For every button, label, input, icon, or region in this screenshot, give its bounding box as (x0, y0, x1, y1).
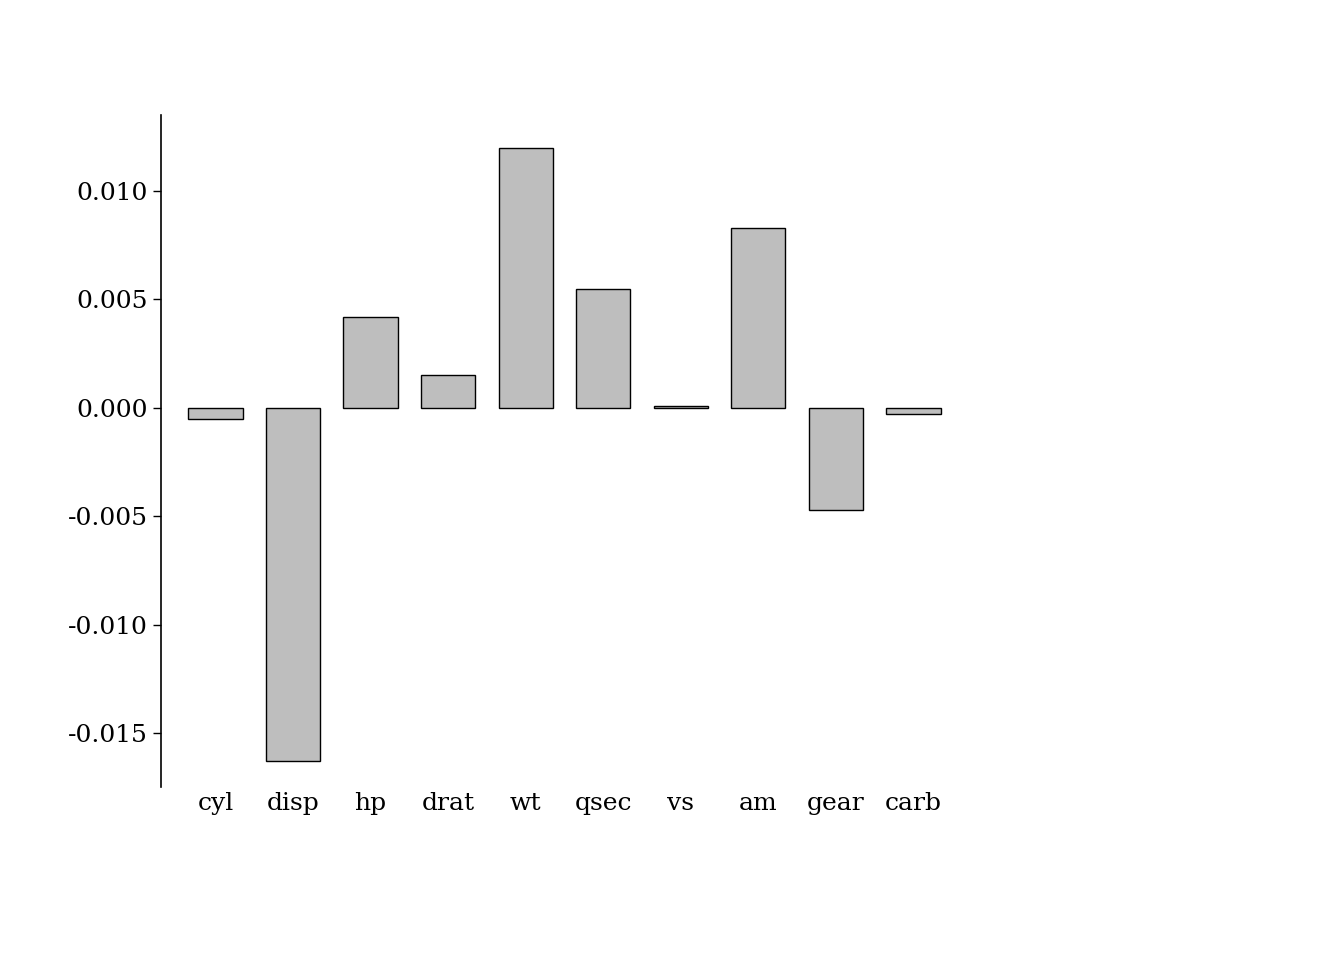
Bar (731, 228, 785, 408)
Bar (809, 408, 863, 510)
Bar (266, 408, 320, 761)
Bar (344, 317, 398, 408)
Bar (653, 406, 708, 408)
Bar (499, 148, 552, 408)
Bar (421, 375, 476, 408)
Bar (188, 408, 243, 419)
Bar (886, 408, 941, 415)
Bar (577, 289, 630, 408)
